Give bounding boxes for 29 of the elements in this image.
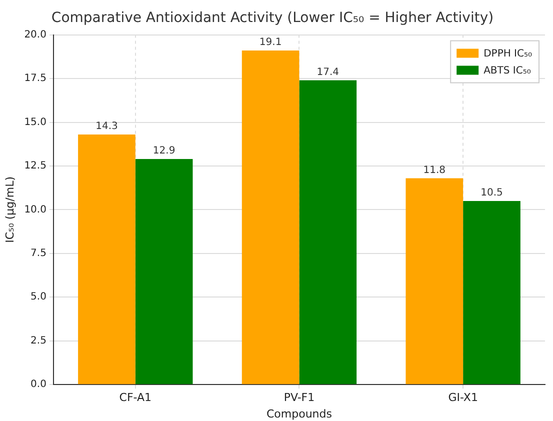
bar: [242, 50, 300, 384]
y-tick-label: 7.5: [30, 248, 46, 260]
bar: [299, 80, 357, 384]
y-tick-label: 0.0: [30, 379, 46, 390]
legend-label: ABTS IC₅₀: [484, 65, 531, 76]
data-label: 10.5: [480, 188, 503, 199]
y-tick-label: 5.0: [30, 292, 46, 303]
data-label: 17.4: [316, 66, 340, 78]
y-tick-label: 10.0: [24, 204, 46, 216]
x-tick-label: PV-F1: [284, 391, 315, 404]
x-tick-label: GI-X1: [448, 391, 478, 404]
y-tick-label: 15.0: [24, 116, 46, 128]
legend-label: DPPH IC₅₀: [484, 48, 532, 60]
bar: [406, 178, 464, 384]
y-tick-label: 20.0: [24, 29, 46, 40]
x-tick-label: CF-A1: [119, 391, 152, 404]
data-label: 11.8: [423, 164, 446, 176]
data-label: 19.1: [259, 37, 282, 48]
bar: [135, 158, 193, 384]
bar: [463, 200, 520, 384]
x-axis-title: Compounds: [266, 407, 332, 420]
chart-title: Comparative Antioxidant Activity (Lower IC₅₀ = Higher Activity): [51, 10, 494, 26]
bar: [78, 134, 136, 384]
data-label: 14.3: [96, 121, 118, 132]
data-label: 12.9: [152, 146, 176, 157]
y-tick-label: 2.5: [30, 335, 46, 346]
y-tick-label: 17.5: [24, 73, 46, 84]
y-axis-title: IC₅₀ (µg/mL): [3, 176, 16, 243]
y-tick-label: 12.5: [24, 160, 46, 172]
